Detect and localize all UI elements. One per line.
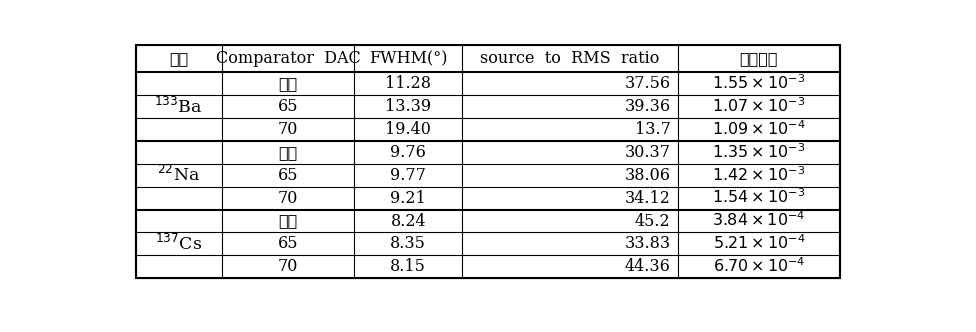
Text: 최소: 최소 [278,75,298,92]
Text: 65: 65 [278,98,299,115]
Text: $^{137}$Cs: $^{137}$Cs [155,234,202,254]
Text: $6.70\times10^{-4}$: $6.70\times10^{-4}$ [712,257,805,276]
Text: 9.77: 9.77 [390,167,427,184]
Text: $1.07\times10^{-3}$: $1.07\times10^{-3}$ [712,97,805,116]
Text: 70: 70 [278,190,299,207]
Text: 19.40: 19.40 [386,121,431,138]
Text: 8.24: 8.24 [390,212,427,229]
Text: source  to  RMS  ratio: source to RMS ratio [480,50,660,67]
Text: 70: 70 [278,258,299,275]
Text: $1.09\times10^{-4}$: $1.09\times10^{-4}$ [712,120,806,139]
Text: $1.55\times10^{-3}$: $1.55\times10^{-3}$ [712,74,805,93]
Text: $^{133}$Ba: $^{133}$Ba [154,97,203,117]
Text: 최소: 최소 [278,144,298,161]
Text: 8.35: 8.35 [390,235,427,252]
Text: $5.21\times10^{-4}$: $5.21\times10^{-4}$ [712,234,805,253]
Text: 11.28: 11.28 [386,75,431,92]
Text: 33.83: 33.83 [625,235,671,252]
Text: 8.15: 8.15 [390,258,427,275]
Text: 70: 70 [278,121,299,138]
Text: $^{22}$Na: $^{22}$Na [157,165,200,185]
Text: $3.84\times10^{-4}$: $3.84\times10^{-4}$ [712,212,805,230]
Text: 65: 65 [278,167,299,184]
Text: 37.56: 37.56 [625,75,671,92]
Text: Comparator  DAC: Comparator DAC [216,50,360,67]
Text: 34.12: 34.12 [625,190,671,207]
Text: FWHM(°): FWHM(°) [369,50,448,67]
Text: 진성효율: 진성효율 [740,50,778,67]
Text: 13.7: 13.7 [634,121,671,138]
Text: 39.36: 39.36 [625,98,671,115]
Text: 38.06: 38.06 [625,167,671,184]
Text: 선원: 선원 [169,50,188,67]
Text: 9.76: 9.76 [390,144,427,161]
Text: $1.42\times10^{-3}$: $1.42\times10^{-3}$ [712,166,805,185]
Text: 65: 65 [278,235,299,252]
Text: 30.37: 30.37 [625,144,671,161]
Text: 45.2: 45.2 [634,212,671,229]
Text: 최소: 최소 [278,212,298,229]
Text: 13.39: 13.39 [386,98,431,115]
Text: 9.21: 9.21 [390,190,427,207]
Text: $1.54\times10^{-3}$: $1.54\times10^{-3}$ [712,189,805,208]
Text: $1.35\times10^{-3}$: $1.35\times10^{-3}$ [712,143,805,162]
Text: 44.36: 44.36 [625,258,671,275]
